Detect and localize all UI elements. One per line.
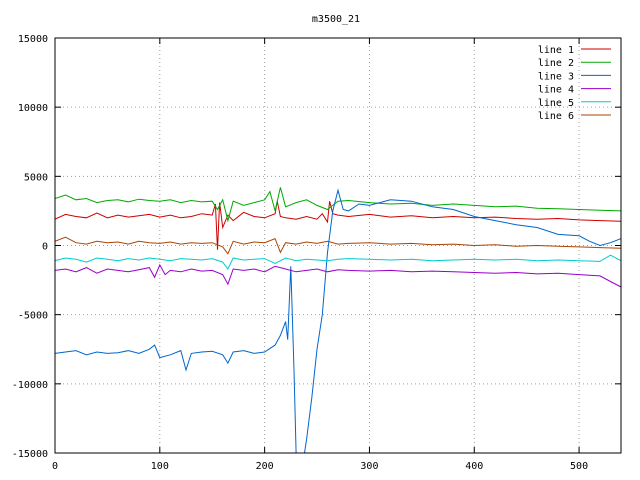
- y-tick-label: 5000: [24, 172, 48, 183]
- x-tick-label: 500: [570, 461, 588, 472]
- series-line-4: [55, 263, 621, 288]
- legend-label: line 6: [538, 111, 574, 122]
- x-tick-label: 300: [360, 461, 378, 472]
- legend-label: line 3: [538, 71, 574, 82]
- series-line-2: [55, 187, 621, 223]
- x-tick-label: 100: [151, 461, 169, 472]
- legend: line 1 line 2 line 3 line 4 line 5 line 6: [538, 45, 611, 122]
- series-line-3: [55, 188, 621, 453]
- x-axis: 0 100 200 300 400 500: [52, 38, 588, 472]
- x-tick-label: 0: [52, 461, 58, 472]
- x-tick-label: 400: [465, 461, 483, 472]
- series-line-6: [55, 236, 621, 255]
- y-tick-label: 0: [42, 242, 48, 253]
- legend-label: line 1: [538, 45, 574, 56]
- x-tick-label: 200: [256, 461, 274, 472]
- legend-label: line 2: [538, 58, 574, 69]
- series-line-1: [55, 201, 621, 250]
- y-tick-label: -5000: [18, 311, 48, 322]
- legend-label: line 5: [538, 98, 574, 109]
- chart-title: m3500_21: [312, 14, 360, 25]
- y-tick-label: 10000: [18, 103, 48, 114]
- legend-label: line 4: [538, 85, 574, 96]
- y-tick-label: 15000: [18, 34, 48, 45]
- series-group: [55, 187, 621, 453]
- series-line-5: [55, 254, 621, 270]
- y-tick-label: -15000: [12, 449, 48, 460]
- y-tick-label: -10000: [12, 380, 48, 391]
- y-axis: -15000 -10000 -5000 0 5000 10000 15000: [12, 34, 621, 460]
